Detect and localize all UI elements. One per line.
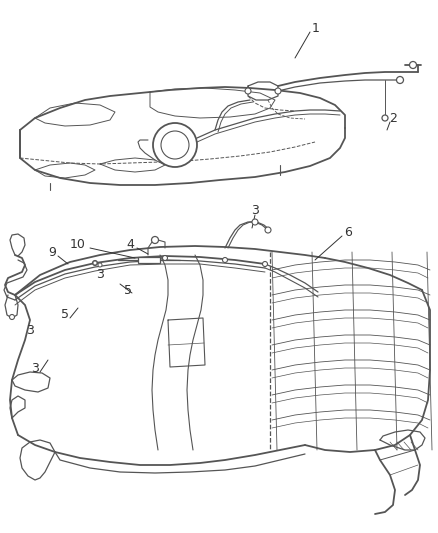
Circle shape [10, 314, 14, 319]
Circle shape [152, 237, 159, 244]
Circle shape [265, 227, 271, 233]
Circle shape [92, 261, 98, 265]
Text: 2: 2 [389, 111, 397, 125]
Circle shape [153, 123, 197, 167]
Text: 6: 6 [344, 225, 352, 238]
Text: 10: 10 [70, 238, 86, 252]
Bar [138, 257, 160, 263]
Circle shape [382, 115, 388, 121]
Circle shape [396, 77, 403, 84]
Text: 3: 3 [26, 324, 34, 336]
Circle shape [161, 131, 189, 159]
Text: 3: 3 [96, 268, 104, 280]
Circle shape [98, 263, 102, 267]
Circle shape [262, 262, 268, 266]
Circle shape [93, 261, 97, 265]
Circle shape [223, 257, 227, 262]
Circle shape [245, 88, 251, 94]
Circle shape [410, 61, 417, 69]
Circle shape [162, 255, 167, 261]
Text: 5: 5 [61, 309, 69, 321]
Circle shape [252, 219, 258, 225]
Text: 3: 3 [251, 204, 259, 216]
Text: 1: 1 [312, 21, 320, 35]
Text: 5: 5 [124, 284, 132, 296]
Text: 4: 4 [126, 238, 134, 252]
Text: 9: 9 [48, 246, 56, 259]
Text: 3: 3 [31, 361, 39, 375]
Circle shape [275, 88, 281, 94]
